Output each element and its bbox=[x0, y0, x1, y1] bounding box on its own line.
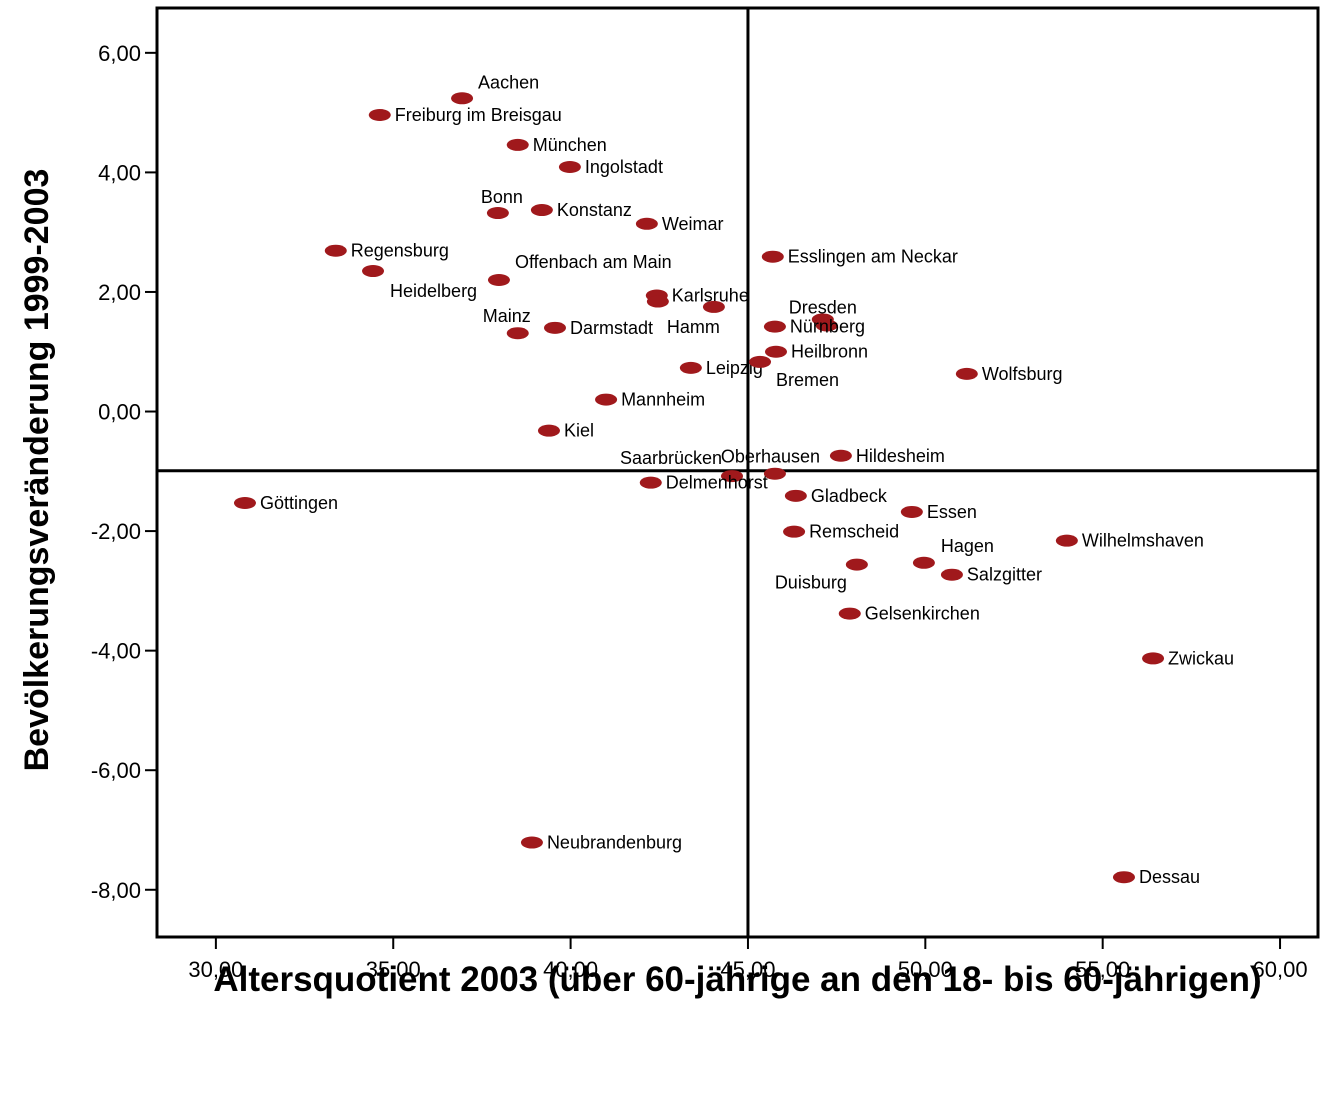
point-label: Göttingen bbox=[260, 493, 338, 513]
point bbox=[451, 92, 474, 105]
point-label: Heilbronn bbox=[791, 342, 868, 362]
point-label: Essen bbox=[927, 502, 977, 522]
point bbox=[543, 321, 566, 334]
point-label: Saarbrücken bbox=[620, 448, 722, 468]
point bbox=[702, 300, 725, 313]
x-tick-label: 55,00 bbox=[1075, 957, 1130, 982]
point-label: Dresden bbox=[789, 297, 857, 317]
point bbox=[955, 367, 978, 380]
point bbox=[761, 250, 784, 263]
point-label: Duisburg bbox=[775, 573, 847, 593]
x-tick-label: 40,00 bbox=[543, 957, 598, 982]
x-tick-label: 60,00 bbox=[1253, 957, 1308, 982]
y-tick-label: -2,00 bbox=[91, 519, 141, 544]
point bbox=[233, 496, 256, 509]
point bbox=[679, 361, 702, 374]
x-tick-label: 50,00 bbox=[898, 957, 953, 982]
y-tick-label: 2,00 bbox=[98, 280, 141, 305]
x-tick-label: 30,00 bbox=[188, 957, 243, 982]
point-label: Esslingen am Neckar bbox=[788, 247, 958, 267]
point-label: Hagen bbox=[941, 536, 994, 556]
point-label: Aachen bbox=[478, 72, 539, 92]
x-axis-title: Altersquotient 2003 (über 60-jährige an … bbox=[213, 960, 1262, 999]
point bbox=[639, 476, 662, 489]
plot-frame bbox=[155, 6, 1320, 939]
point-label: Gelsenkirchen bbox=[865, 604, 980, 624]
point bbox=[764, 345, 787, 358]
point bbox=[487, 274, 510, 287]
point bbox=[362, 265, 385, 278]
point-label: Bremen bbox=[776, 370, 839, 390]
y-tick-label: -4,00 bbox=[91, 639, 141, 664]
point bbox=[368, 109, 391, 122]
point-label: Wilhelmshaven bbox=[1082, 531, 1204, 551]
point-label: Oberhausen bbox=[721, 447, 820, 467]
point bbox=[506, 138, 529, 151]
point-label: München bbox=[533, 135, 607, 155]
point bbox=[845, 558, 868, 571]
point-label: Bonn bbox=[481, 187, 523, 207]
point-label: Gladbeck bbox=[811, 486, 888, 506]
y-tick-label: -6,00 bbox=[91, 758, 141, 783]
point bbox=[829, 449, 852, 462]
point bbox=[1142, 652, 1165, 665]
point-label: Zwickau bbox=[1168, 648, 1234, 668]
point-label: Konstanz bbox=[557, 200, 632, 220]
point bbox=[838, 607, 861, 620]
point-label: Wolfsburg bbox=[982, 364, 1063, 384]
point bbox=[1055, 534, 1078, 547]
point bbox=[530, 204, 553, 217]
point bbox=[763, 320, 786, 333]
point-label: Freiburg im Breisgau bbox=[395, 105, 562, 125]
point-label: Offenbach am Main bbox=[515, 252, 672, 272]
point-label: Neubrandenburg bbox=[547, 833, 682, 853]
point bbox=[486, 207, 509, 220]
point-label: Delmenhorst bbox=[666, 473, 768, 493]
point bbox=[721, 470, 744, 483]
x-tick-label: 35,00 bbox=[366, 957, 421, 982]
y-axis-title: Bevölkerungsveränderung 1999-2003 bbox=[18, 169, 56, 772]
point-label: Salzgitter bbox=[967, 565, 1042, 585]
point-label: Kiel bbox=[564, 421, 594, 441]
y-tick-label: 0,00 bbox=[98, 400, 141, 425]
point bbox=[815, 319, 838, 332]
point-label: Darmstadt bbox=[570, 318, 653, 338]
point-label: Dessau bbox=[1139, 867, 1200, 887]
point-label: Heidelberg bbox=[390, 281, 477, 301]
point-label: Mannheim bbox=[621, 390, 705, 410]
point bbox=[749, 355, 772, 368]
point bbox=[324, 244, 347, 257]
point-label: Hildesheim bbox=[856, 446, 945, 466]
point-label: Regensburg bbox=[351, 241, 449, 261]
point bbox=[783, 525, 806, 538]
y-tick-label: 4,00 bbox=[98, 160, 141, 185]
point bbox=[506, 327, 529, 340]
point-label: Karlsruhe bbox=[672, 286, 749, 306]
y-tick-label: -8,00 bbox=[91, 878, 141, 903]
y-tick-label: 6,00 bbox=[98, 41, 141, 66]
x-tick-label: 45,00 bbox=[720, 957, 775, 982]
point bbox=[537, 424, 560, 437]
point-label: Leipzig bbox=[706, 358, 763, 378]
point bbox=[646, 295, 669, 308]
point bbox=[940, 568, 963, 581]
point bbox=[520, 836, 543, 849]
point bbox=[784, 489, 807, 502]
point bbox=[1112, 871, 1135, 884]
point bbox=[558, 161, 581, 174]
point bbox=[595, 393, 618, 406]
point bbox=[763, 467, 786, 480]
point-label: Nürnberg bbox=[790, 317, 865, 337]
point-label: Ingolstadt bbox=[585, 157, 663, 177]
point bbox=[635, 217, 658, 230]
point bbox=[912, 556, 935, 569]
point-label: Hamm bbox=[667, 317, 720, 337]
point-label: Weimar bbox=[662, 214, 724, 234]
point-label: Remscheid bbox=[809, 522, 899, 542]
point-label: Mainz bbox=[483, 306, 531, 326]
point bbox=[900, 505, 923, 518]
